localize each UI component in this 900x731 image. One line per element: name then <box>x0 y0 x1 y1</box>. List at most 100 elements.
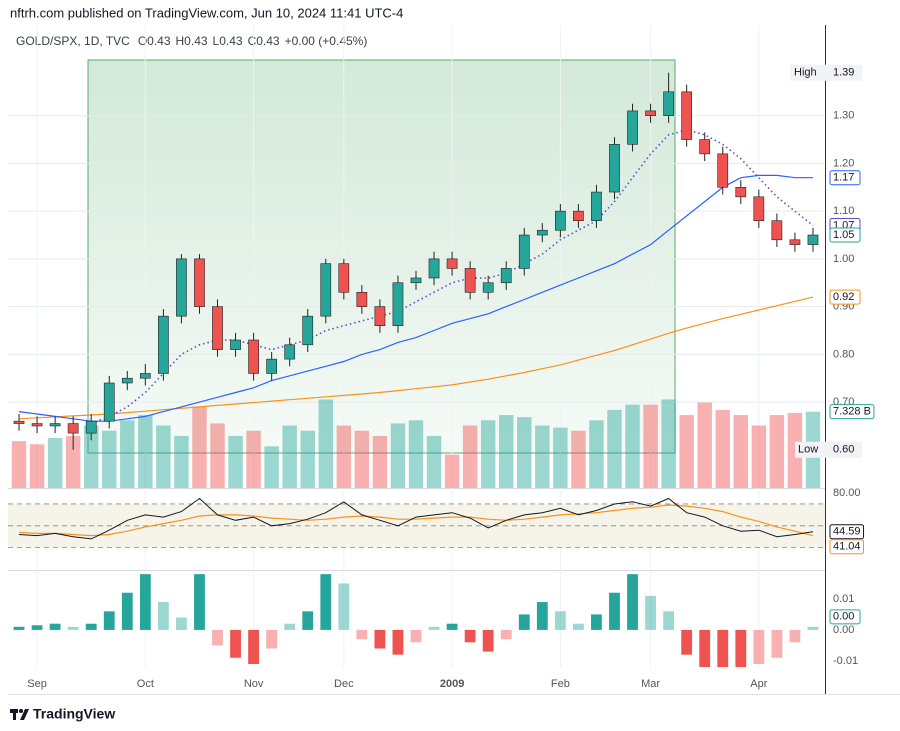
candle-body <box>374 306 386 327</box>
volume-bar <box>571 430 586 488</box>
y-tick-label: 1.30 <box>833 110 854 122</box>
candle-body <box>338 263 350 293</box>
candle-body <box>320 263 332 317</box>
x-tick-label: Nov <box>244 678 264 690</box>
volume-bar <box>264 446 279 488</box>
time-axis: Sep Oct Nov Dec 2009 Feb Mar Apr <box>27 678 767 690</box>
rsi-pane <box>8 497 825 549</box>
macd-histogram-bar <box>645 595 656 630</box>
macd-axis: 0.01 0.00 -0.01 0.00 <box>829 593 861 667</box>
macd-histogram-bar <box>500 629 512 640</box>
macd-histogram-bar <box>49 623 61 630</box>
volume-bar <box>372 435 388 488</box>
macd-histogram-bar <box>735 629 747 668</box>
volume-bar <box>210 423 225 488</box>
macd-histogram-bar <box>536 602 548 630</box>
macd-histogram-bar <box>753 629 765 664</box>
macd-histogram-bar <box>85 623 97 630</box>
macd-histogram-bar <box>248 629 260 664</box>
volume-bar <box>426 435 442 488</box>
volume <box>11 399 821 488</box>
volume-bar <box>354 430 370 488</box>
symbol-legend: GOLD/SPX, 1D, TVC O0.43 H0.43 L0.43 C0.43 +0.… <box>16 34 367 48</box>
last-values: 0.921.171.071.057.328 B <box>829 170 875 420</box>
x-tick-label: Sep <box>27 678 47 690</box>
candle-body <box>85 420 97 434</box>
candle-body <box>446 258 458 269</box>
y-tick-label: 1.10 <box>833 205 854 217</box>
candle-body <box>464 268 476 293</box>
macd-histogram-bar <box>230 629 241 658</box>
macd-histogram-bar <box>554 611 566 630</box>
macd-histogram-bar <box>212 629 223 646</box>
candle-body <box>771 220 783 241</box>
candle-body <box>248 339 259 374</box>
volume-bar <box>444 454 460 488</box>
macd-histogram-bar <box>627 574 638 630</box>
candle-body <box>13 420 25 424</box>
ma-last-value-box <box>829 289 861 305</box>
low-tag-value: 0.60 <box>833 444 854 456</box>
x-tick-label: Feb <box>551 678 570 690</box>
high-tag-name: High <box>794 67 817 79</box>
volume-bar <box>607 409 622 488</box>
macd-tick-label: 0.01 <box>833 593 854 605</box>
volume-bar <box>408 420 424 488</box>
volume-last-box <box>829 404 875 420</box>
macd-histogram-bar <box>699 629 711 668</box>
candle-body <box>627 110 638 145</box>
macd-histogram-bar <box>663 611 675 630</box>
x-tick-label: Mar <box>641 678 660 690</box>
macd-histogram-bar <box>482 629 494 652</box>
candle-body <box>699 139 711 155</box>
volume-bar <box>661 399 676 488</box>
macd-histogram-bar <box>789 629 801 643</box>
macd-histogram-bar <box>194 574 205 630</box>
volume-bar <box>462 425 478 488</box>
volume-bar <box>11 441 27 488</box>
candle-body <box>518 234 530 269</box>
legend-change: +0.00 (+0.45%) <box>285 34 368 48</box>
rsi-last-box <box>829 524 865 540</box>
candle-body <box>789 239 801 245</box>
macd-histogram-bar <box>338 583 350 630</box>
volume-bar <box>733 415 749 488</box>
candle-body <box>482 282 494 293</box>
macd-histogram-bar <box>446 623 458 630</box>
volume-bar <box>318 399 333 488</box>
candle-body <box>194 258 205 307</box>
ma-last-value-text: 0.92 <box>833 291 854 303</box>
macd-histogram-bar <box>717 629 729 668</box>
macd-last-box <box>829 609 861 625</box>
macd-histogram-bar <box>356 629 368 640</box>
volume-bar <box>29 444 45 488</box>
volume-bar <box>228 435 243 488</box>
volume-bar <box>282 425 297 488</box>
x-tick-label: 2009 <box>440 678 464 690</box>
macd-histogram-bar <box>121 592 133 630</box>
high-low: High 1.39 Low 0.60 <box>790 64 862 458</box>
macd-histogram-bar <box>284 623 296 630</box>
macd-histogram-bar <box>681 629 693 655</box>
macd-last-text: 0.00 <box>833 611 854 623</box>
macd-tick-label: 0.00 <box>833 624 854 636</box>
macd-histogram-bar <box>572 623 584 630</box>
legend-symbol: GOLD/SPX, 1D, TVC <box>16 34 130 48</box>
publish-header: nftrh.com published on TradingView.com, … <box>10 5 403 20</box>
volume-bar <box>47 438 63 488</box>
volume-bar <box>625 404 640 488</box>
volume-bar <box>553 427 568 488</box>
volume-bar <box>517 417 532 488</box>
macd-histogram-bar <box>139 574 151 630</box>
macd-histogram-bar <box>302 611 314 630</box>
candle-body <box>139 373 151 379</box>
footer-logo <box>10 709 29 720</box>
macd-histogram-bar <box>464 629 476 643</box>
x-tick-label: Dec <box>334 678 354 690</box>
price-axis: 0.700.800.901.001.101.201.30 <box>833 110 854 408</box>
volume-bar <box>65 435 81 488</box>
footer-brand: TradingView <box>33 706 115 722</box>
volume-bar <box>102 430 117 488</box>
macd-histogram-bar <box>374 629 386 649</box>
macd-histogram-bar <box>591 614 602 630</box>
